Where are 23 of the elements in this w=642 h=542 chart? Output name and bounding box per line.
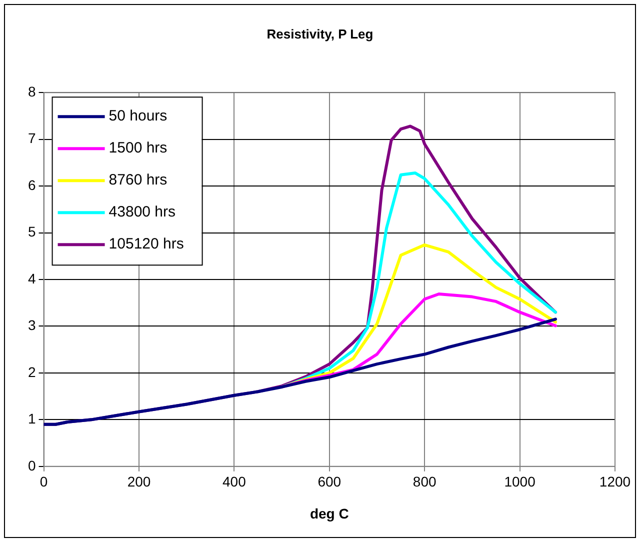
y-tick-label: 1 xyxy=(28,410,36,427)
y-tick-label: 4 xyxy=(28,270,36,286)
legend-label: 50 hours xyxy=(108,108,168,125)
x-tick-label: 200 xyxy=(127,474,151,490)
legend-label: 105120 hrs xyxy=(108,236,184,253)
x-tick-label: 400 xyxy=(222,474,246,490)
y-tick-label: 3 xyxy=(28,317,36,334)
chart-title: Resistivity, P Leg xyxy=(266,26,374,42)
x-tick-label: 1200 xyxy=(599,474,631,490)
legend-label: 8760 hrs xyxy=(108,172,168,189)
x-tick-label: 800 xyxy=(412,474,436,490)
x-tick-label: 600 xyxy=(318,474,342,490)
x-tick-label: 1000 xyxy=(504,474,536,490)
legend-label: 43800 hrs xyxy=(108,204,176,221)
y-tick-label: 8 xyxy=(28,83,36,100)
y-tick-label: 0 xyxy=(28,457,36,474)
x-axis-title: deg C xyxy=(310,505,349,522)
y-tick-label: 6 xyxy=(28,176,36,193)
y-tick-label: 7 xyxy=(28,130,36,146)
y-tick-label: 5 xyxy=(28,224,36,240)
legend-label: 1500 hrs xyxy=(108,140,168,157)
x-tick-label: 0 xyxy=(40,474,48,490)
y-tick-label: 2 xyxy=(28,364,36,380)
